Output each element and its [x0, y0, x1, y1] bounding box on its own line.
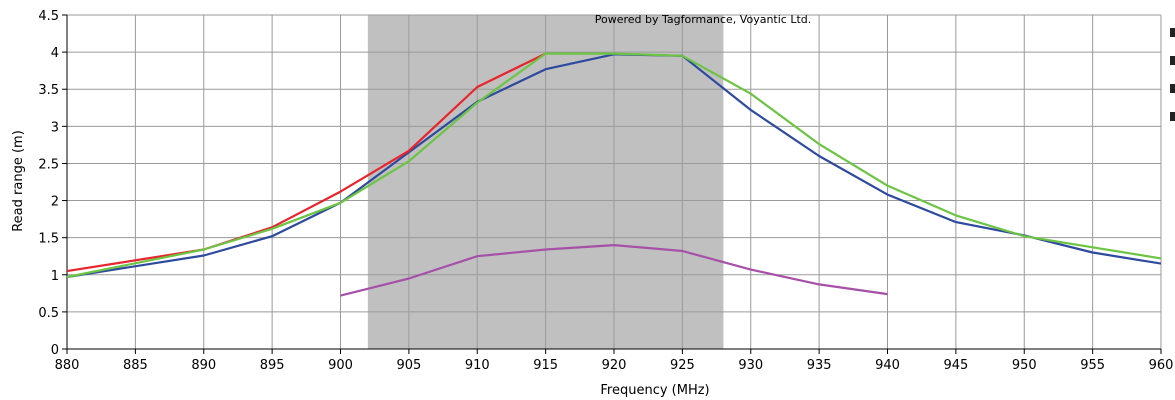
y-tick-label: 3.5: [38, 83, 59, 98]
y-tick-label: 0: [51, 343, 59, 358]
x-tick-label: 940: [875, 358, 900, 373]
x-tick-label: 905: [396, 358, 421, 373]
x-tick-label: 910: [465, 358, 490, 373]
x-tick-label: 915: [533, 358, 558, 373]
x-tick-label: 945: [943, 358, 968, 373]
x-tick-label: 955: [1080, 358, 1105, 373]
x-axis-title: Frequency (MHz): [600, 383, 709, 398]
watermark-text: Powered by Tagformance, Voyantic Ltd.: [595, 13, 812, 26]
x-tick-label: 900: [328, 358, 353, 373]
x-tick-label: 890: [191, 358, 216, 373]
x-tick-label: 885: [123, 358, 148, 373]
legend-marker-3: [1170, 84, 1175, 93]
x-tick-label: 935: [807, 358, 832, 373]
y-axis-title: Read range (m): [11, 130, 26, 232]
y-tick-label: 1: [51, 269, 59, 284]
y-tick-label: 3: [51, 120, 59, 135]
legend-marker-1: [1170, 28, 1175, 37]
y-tick-label: 1.5: [38, 232, 59, 247]
legend-marker-2: [1170, 56, 1175, 65]
series-line-4: [340, 244, 888, 297]
x-tick-label: 930: [738, 358, 763, 373]
x-tick-label: 960: [1149, 358, 1174, 373]
series-line-3: [66, 52, 1162, 279]
y-tick-label: 0.5: [38, 306, 59, 321]
x-tick-label: 895: [260, 358, 285, 373]
y-tick-label: 4.5: [38, 9, 59, 24]
x-tick-label: 920: [602, 358, 627, 373]
y-tick-label: 4: [51, 46, 59, 61]
x-tick-label: 950: [1012, 358, 1037, 373]
x-tick-label: 880: [55, 358, 80, 373]
legend-marker-4: [1170, 112, 1175, 121]
y-tick-label: 2.5: [38, 157, 59, 172]
y-tick-label: 2: [51, 195, 59, 210]
x-tick-label: 925: [670, 358, 695, 373]
